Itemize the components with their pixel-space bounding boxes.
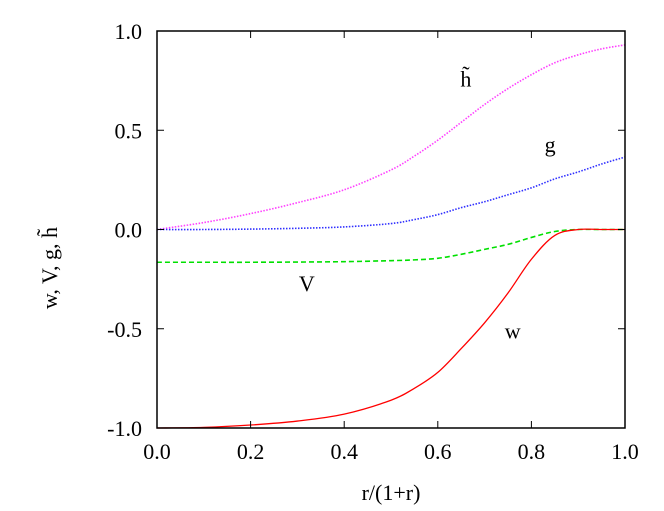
series-h-line: [156, 44, 626, 231]
curve-labels: h̃ g Vw: [299, 66, 556, 343]
curve-label: g: [545, 132, 556, 157]
curve-label: V: [299, 271, 315, 296]
axis-ticks: 0.0 0.2 0.4 0.6 0.8 1.0 -1.0 -0.5 0.0 0.5 1.0: [107, 19, 639, 464]
series-V-line: [157, 228, 625, 264]
y-tick-label: -1.0: [107, 416, 142, 441]
curves: [156, 44, 626, 429]
x-tick-label: 0.0: [143, 439, 171, 464]
series-g-line: [156, 156, 626, 231]
x-axis-title: r/(1+r): [362, 480, 421, 505]
x-tick-label: 0.8: [518, 439, 546, 464]
y-tick-label: 0.5: [115, 118, 143, 143]
x-tick-label: 0.4: [330, 439, 358, 464]
y-tick-label: 0.0: [115, 218, 143, 243]
series-w-line: [156, 228, 625, 429]
x-tick-label: 0.2: [237, 439, 265, 464]
y-tick-label: -0.5: [107, 317, 142, 342]
y-tick-label: 1.0: [115, 19, 143, 44]
curve-label: w: [505, 319, 521, 344]
x-tick-label: 0.6: [424, 439, 452, 464]
curve-label: h̃: [460, 66, 471, 91]
y-axis-title: w, V, g, h̃: [37, 227, 62, 309]
x-tick-label: 1.0: [611, 439, 639, 464]
